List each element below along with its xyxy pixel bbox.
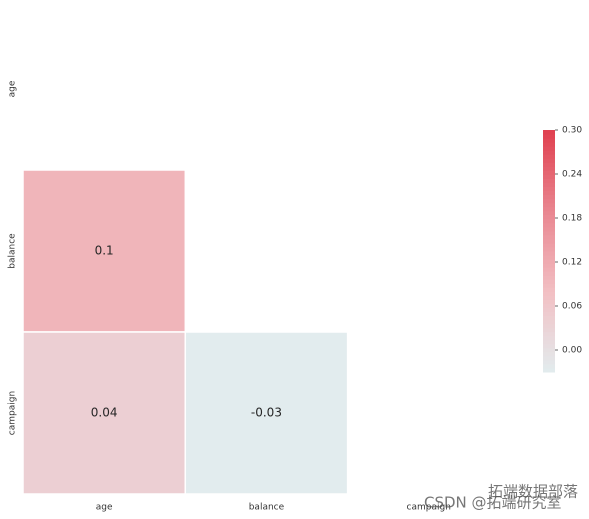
colorbar-segment <box>543 279 555 284</box>
colorbar-segment <box>543 130 555 135</box>
colorbar-tick-label: 0.00 <box>562 346 582 356</box>
colorbar-tick-label: 0.06 <box>562 302 582 312</box>
colorbar-segment <box>543 158 555 163</box>
colorbar-segment <box>543 343 555 349</box>
colorbar-segment <box>543 242 555 248</box>
colorbar-segment <box>543 295 555 300</box>
colorbar-segment <box>543 138 555 143</box>
colorbar-segment <box>543 259 555 264</box>
colorbar-segment <box>543 307 555 312</box>
colorbar-segment <box>543 275 555 280</box>
heatmap-cell <box>184 331 349 495</box>
colorbar-segment <box>543 319 555 325</box>
cell-label: 0.04 <box>91 406 118 420</box>
colorbar-segment <box>543 351 555 357</box>
colorbar-segment <box>543 190 555 196</box>
colorbar-segment <box>543 198 555 204</box>
colorbar-segment <box>543 154 555 159</box>
colorbar-segment <box>543 355 555 361</box>
colorbar-segment <box>543 222 555 228</box>
colorbar-segment <box>543 311 555 317</box>
cell-label: -0.03 <box>251 406 282 420</box>
x-tick-label: balance <box>249 503 285 513</box>
colorbar-segment <box>543 267 555 272</box>
watermark: CSDN @拓端研究室 <box>424 494 562 512</box>
colorbar-segment <box>543 150 555 155</box>
colorbar-segment <box>543 206 555 212</box>
y-tick-label: age <box>8 80 18 97</box>
colorbar-segment <box>543 339 555 345</box>
colorbar-segment <box>543 218 555 224</box>
y-tick-label: balance <box>8 233 18 269</box>
colorbar-segment <box>543 226 555 232</box>
colorbar-segment <box>543 178 555 183</box>
colorbar-segment <box>543 359 555 365</box>
colorbar-segment <box>543 234 555 240</box>
colorbar-segment <box>543 186 555 191</box>
colorbar-tick-label: 0.24 <box>562 170 582 180</box>
colorbar-segment <box>543 291 555 296</box>
cell-label: 0.1 <box>95 244 114 258</box>
colorbar-tick-label: 0.12 <box>562 258 582 268</box>
colorbar-segment <box>543 142 555 147</box>
x-tick-label: age <box>96 503 113 513</box>
colorbar-segment <box>543 331 555 337</box>
colorbar-segment <box>543 271 555 276</box>
colorbar-tick-label: 0.30 <box>562 126 582 136</box>
colorbar-segment <box>543 246 555 252</box>
colorbar-segment <box>543 367 555 373</box>
colorbar-segment <box>543 230 555 236</box>
colorbar-segment <box>543 303 555 308</box>
colorbar-segment <box>543 299 555 304</box>
colorbar-segment <box>543 335 555 341</box>
x-tick-label: campaign <box>407 503 451 513</box>
y-tick-label: campaign <box>8 391 18 435</box>
heatmap-cell <box>22 331 187 495</box>
colorbar-segment <box>543 182 555 187</box>
colorbar-segment <box>543 238 555 244</box>
colorbar-segment <box>543 363 555 369</box>
colorbar-segment <box>543 283 555 288</box>
colorbar-segment <box>543 255 555 260</box>
colorbar-segment <box>543 162 555 167</box>
colorbar-segment <box>543 287 555 292</box>
colorbar-segment <box>543 194 555 200</box>
colorbar-segment <box>543 146 555 151</box>
colorbar-segment <box>543 210 555 216</box>
colorbar-segment <box>543 347 555 353</box>
colorbar-segment <box>543 134 555 139</box>
colorbar-segment <box>543 174 555 179</box>
heatmap-cell <box>22 169 187 333</box>
watermark: 拓端数据部落 <box>488 483 578 501</box>
colorbar-segment <box>543 327 555 333</box>
colorbar-segment <box>543 170 555 175</box>
colorbar-segment <box>543 263 555 268</box>
colorbar-segment <box>543 323 555 329</box>
colorbar-tick-label: 0.18 <box>562 214 582 224</box>
colorbar-segment <box>543 202 555 208</box>
colorbar-segment <box>543 166 555 171</box>
colorbar-segment <box>543 315 555 321</box>
colorbar-segment <box>543 214 555 220</box>
colorbar-segment <box>543 251 555 256</box>
